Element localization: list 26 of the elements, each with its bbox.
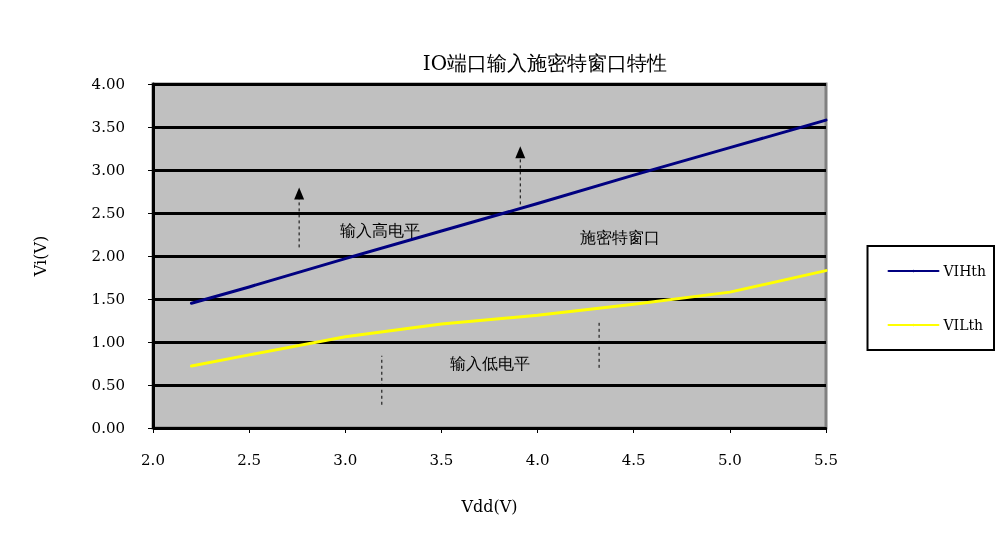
y-tick-label: 1.50 xyxy=(91,290,125,308)
x-tick-label: 3.0 xyxy=(333,450,358,469)
annotation: 施密特窗口 xyxy=(580,227,660,247)
y-tick-label: 0.00 xyxy=(91,419,125,437)
y-axis-title: Vi(V) xyxy=(30,235,50,278)
x-tick-label: 2.0 xyxy=(141,450,165,469)
y-tick-label: 1.00 xyxy=(91,333,125,351)
x-axis-title: Vdd(V) xyxy=(460,496,518,516)
y-tick-label: 0.50 xyxy=(91,376,125,394)
x-tick-label: 4.0 xyxy=(525,450,550,469)
x-tick-label: 5.0 xyxy=(717,450,742,469)
legend-label: VILth xyxy=(942,317,984,333)
line-series xyxy=(189,118,828,305)
x-tick-label: 3.5 xyxy=(429,450,454,469)
annotation: 输入低电平 xyxy=(450,353,530,373)
y-tick-label: 2.50 xyxy=(91,204,125,222)
x-tick-label: 4.5 xyxy=(621,450,646,469)
y-tick-label: 2.00 xyxy=(91,247,125,265)
y-tick-label: 3.00 xyxy=(91,161,125,179)
annotation: 输入高电平 xyxy=(340,220,420,240)
chart-title: IO端口输入施密特窗口特性 xyxy=(422,51,668,75)
y-tick-label: 4.00 xyxy=(91,75,125,93)
y-tick-label: 3.50 xyxy=(91,118,125,136)
x-tick-label: 2.5 xyxy=(237,450,262,469)
legend-label: VIHth xyxy=(942,263,987,279)
x-tick-label: 5.5 xyxy=(814,450,838,469)
